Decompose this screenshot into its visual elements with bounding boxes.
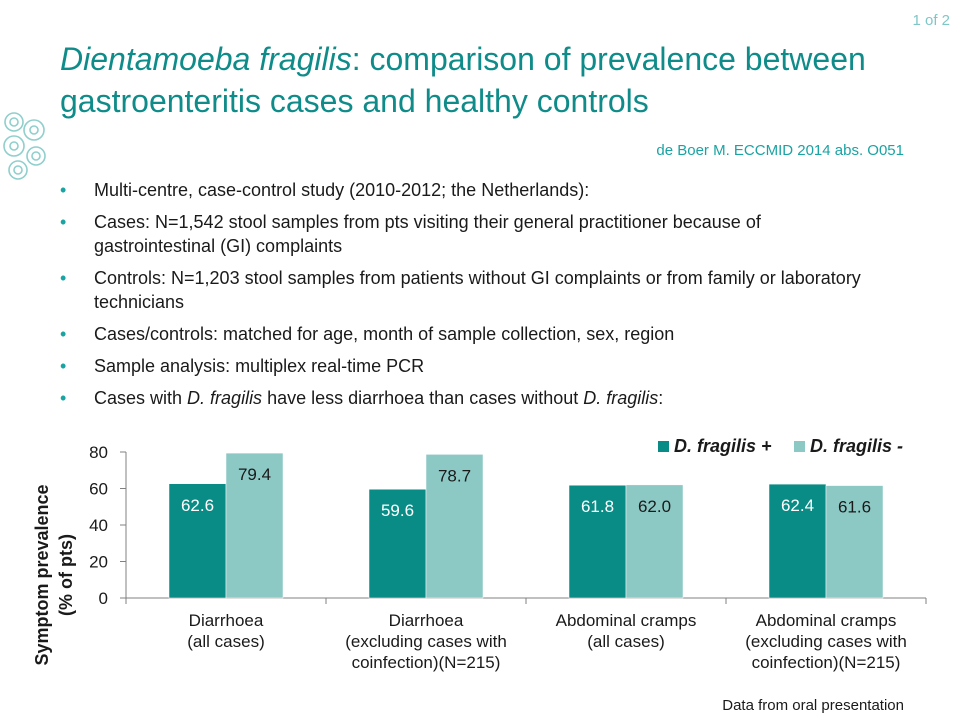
bar-positive [368, 488, 427, 599]
y-tick-label: 20 [89, 553, 108, 572]
x-category-label: Diarrhoea [189, 611, 264, 630]
x-category-label: Abdominal cramps [756, 611, 897, 630]
legend-label: D. fragilis + [674, 436, 772, 456]
y-axis-label: Symptom prevalence [32, 484, 52, 665]
finding-part-3: have less diarrhoea than cases without [262, 388, 584, 408]
bullet-study-design: Multi-centre, case-control study (2010-2… [60, 178, 880, 202]
bullet-list: Multi-centre, case-control study (2010-2… [60, 178, 880, 418]
bar-negative [625, 484, 684, 599]
finding-part-1: Cases with [94, 388, 188, 408]
citation: de Boer M. ECCMID 2014 abs. O051 [656, 142, 904, 159]
page-number: 1 of 2 [912, 12, 950, 29]
x-category-label: coinfection)(N=215) [352, 653, 501, 672]
y-tick-label: 40 [89, 516, 108, 535]
data-label: 78.7 [438, 466, 471, 485]
cell-cluster-logo-icon [3, 112, 46, 180]
bullet-finding: Cases with D. fragilis have less diarrho… [60, 386, 880, 410]
title-rest: : comparison of prevalence between gastr… [60, 41, 866, 119]
bar-negative [825, 485, 884, 599]
bar-negative [225, 452, 284, 599]
data-label: 61.8 [581, 497, 614, 516]
footnote: Data from oral presentation [722, 697, 904, 714]
finding-part-2: D. fragilis [187, 388, 263, 408]
x-category-label: (all cases) [187, 632, 264, 651]
data-label: 79.4 [238, 465, 271, 484]
bullet-cases: Cases: N=1,542 stool samples from pts vi… [60, 210, 880, 258]
x-category-label: (excluding cases with [345, 632, 507, 651]
data-label: 62.4 [781, 496, 814, 515]
bar-positive [168, 483, 227, 599]
bar-positive [768, 483, 827, 599]
data-label: 61.6 [838, 498, 871, 517]
finding-part-5: : [658, 388, 664, 408]
x-category-label: Diarrhoea [389, 611, 464, 630]
data-label: 62.6 [181, 496, 214, 515]
y-axis-label: (% of pts) [56, 534, 76, 616]
legend-label: D. fragilis - [810, 436, 903, 456]
bullet-controls: Controls: N=1,203 stool samples from pat… [60, 266, 880, 314]
legend-swatch [794, 441, 805, 452]
symptom-prevalence-chart: 0 20 40 60 80 Symptom prevalence (% of pts) 62.… [32, 436, 927, 672]
title-organism: Dientamoeba fragilis [60, 41, 352, 77]
bar-negative [425, 454, 484, 599]
x-category-label: (excluding cases with [745, 632, 907, 651]
data-label: 59.6 [381, 501, 414, 520]
x-category-label: (all cases) [587, 632, 664, 651]
data-label: 62.0 [638, 497, 671, 516]
finding-part-4: D. fragilis [583, 388, 659, 408]
legend-swatch [658, 441, 669, 452]
bullet-matching: Cases/controls: matched for age, month o… [60, 322, 880, 346]
bullet-analysis: Sample analysis: multiplex real-time PCR [60, 354, 880, 378]
y-tick-label: 60 [89, 480, 108, 499]
slide-title: Dientamoeba fragilis: comparison of prev… [60, 38, 940, 122]
y-tick-label: 80 [89, 443, 108, 462]
x-category-label: Abdominal cramps [556, 611, 697, 630]
x-category-label: coinfection)(N=215) [752, 653, 901, 672]
y-tick-label: 0 [99, 589, 108, 608]
